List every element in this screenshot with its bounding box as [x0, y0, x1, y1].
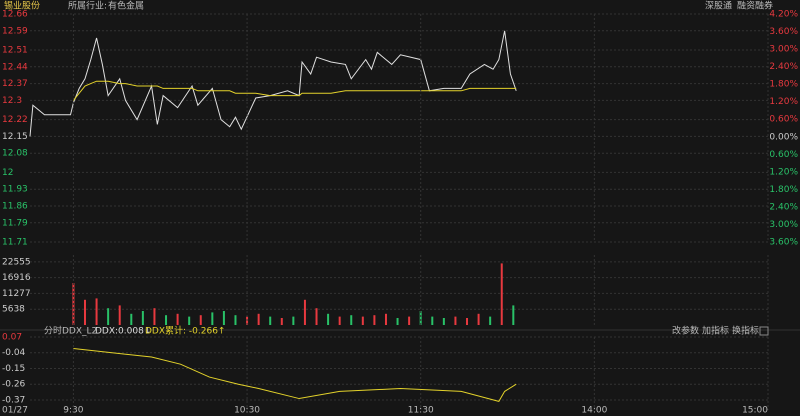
- x-tick-label: 15:00: [742, 406, 768, 416]
- volume-bar: [222, 311, 225, 325]
- x-tick-label: 10:30: [234, 406, 260, 416]
- stock-name: 锡业股份: [4, 0, 40, 12]
- volume-bar: [153, 308, 156, 325]
- y-tick-label: 0.07: [2, 333, 22, 343]
- volume-bar: [361, 316, 364, 325]
- volume-bar: [419, 311, 422, 325]
- volume-bar: [327, 313, 330, 325]
- volume-bar: [338, 316, 341, 325]
- volume-bar: [257, 313, 260, 325]
- volume-bar: [107, 308, 110, 325]
- volume-bar: [466, 318, 469, 325]
- volume-bar: [211, 312, 214, 325]
- indicator-name: 分时DDX_L2: [44, 325, 97, 337]
- volume-bar: [442, 318, 445, 325]
- volume-bar: [303, 299, 306, 325]
- y-tick-label: 12.44: [2, 62, 28, 72]
- y-tick-label: 11.71: [2, 238, 28, 248]
- tag[interactable]: 融资融券: [737, 0, 773, 12]
- y-tick-label: 12: [2, 168, 13, 178]
- y-tick-label: -0.26: [2, 380, 26, 390]
- volume-bar: [431, 316, 434, 325]
- volume-bar: [280, 318, 283, 325]
- y2-tick-label: 1.20%: [769, 167, 798, 177]
- volume-bar: [396, 318, 399, 325]
- button[interactable]: 加指标: [702, 325, 729, 337]
- y2-tick-label: 3.60%: [769, 27, 798, 37]
- y-tick-label: 11.79: [2, 218, 28, 228]
- industry: 有色金属: [108, 0, 144, 12]
- y-tick-label: 12.3: [2, 96, 22, 106]
- y-tick-label: 5638: [2, 305, 25, 315]
- close-icon[interactable]: [759, 326, 769, 336]
- y-tick-label: 16916: [2, 273, 31, 283]
- y-tick-label: 11.86: [2, 202, 28, 212]
- volume-bar: [165, 315, 168, 325]
- y2-tick-label: 3.60%: [769, 238, 798, 248]
- y-tick-label: 12.22: [2, 115, 28, 125]
- button[interactable]: 换指标: [732, 325, 759, 337]
- y-tick-label: 11277: [2, 289, 31, 299]
- volume-bar: [83, 299, 86, 325]
- volume-bar: [188, 316, 191, 325]
- y-tick-label: -0.37: [2, 395, 25, 405]
- line: [73, 347, 517, 402]
- y-tick-label: 12.51: [2, 46, 28, 56]
- y2-tick-label: 0.60%: [769, 150, 798, 160]
- volume-bar: [141, 311, 144, 325]
- y-tick-label: 12.37: [2, 79, 28, 89]
- ddx-value: DDX:0.008↓: [95, 327, 151, 337]
- volume-bar: [489, 316, 492, 325]
- volume-bar: [350, 315, 353, 325]
- volume-bar: [454, 316, 457, 325]
- y2-tick-label: 2.40%: [769, 62, 798, 72]
- y2-tick-label: 4.20%: [769, 10, 798, 20]
- y-tick-label: 12.08: [2, 149, 28, 159]
- y2-tick-label: 3.00%: [769, 220, 798, 230]
- volume-bar: [269, 316, 272, 325]
- y-tick-label: 11.93: [2, 185, 28, 195]
- industry-label: 所属行业:: [68, 0, 107, 12]
- volume-bar: [199, 315, 202, 325]
- volume-bar: [234, 315, 237, 325]
- volume-bar: [130, 313, 133, 325]
- ddx-total: DDX累计: -0.266↑: [145, 325, 225, 337]
- y2-tick-label: 1.80%: [769, 80, 798, 90]
- volume-bar: [512, 305, 515, 325]
- tag[interactable]: 深股通: [705, 1, 732, 12]
- volume-bar: [118, 305, 121, 325]
- y-tick-label: 22555: [2, 257, 31, 267]
- x-tick-label: 14:00: [581, 406, 607, 416]
- y2-tick-label: 0.60%: [769, 115, 798, 125]
- y-tick-label: -0.04: [2, 348, 26, 358]
- y2-tick-label: 0.00%: [769, 132, 798, 142]
- volume-bar: [408, 316, 411, 325]
- x-tick-label: 9:30: [63, 406, 83, 416]
- x-tick-label: 11:30: [408, 406, 434, 416]
- y-tick-label: 12.66: [2, 10, 28, 20]
- button[interactable]: 改参数: [672, 325, 699, 337]
- y2-tick-label: 1.80%: [769, 185, 798, 195]
- line: [29, 30, 517, 137]
- volume-bar: [477, 313, 480, 325]
- volume-bar: [292, 316, 295, 325]
- y2-tick-label: 3.00%: [769, 45, 798, 55]
- date-label: 01/27: [2, 406, 28, 416]
- volume-bar: [176, 313, 179, 325]
- line: [73, 80, 517, 101]
- y-tick-label: -0.15: [2, 364, 25, 374]
- volume-bar: [384, 313, 387, 325]
- y-tick-label: 12.15: [2, 132, 28, 142]
- y2-tick-label: 2.40%: [769, 202, 798, 212]
- volume-bar: [500, 263, 503, 325]
- y-tick-label: 12.59: [2, 26, 28, 36]
- y2-tick-label: 1.20%: [769, 97, 798, 107]
- volume-bar: [95, 298, 98, 325]
- volume-bar: [373, 315, 376, 325]
- volume-bar: [315, 308, 318, 325]
